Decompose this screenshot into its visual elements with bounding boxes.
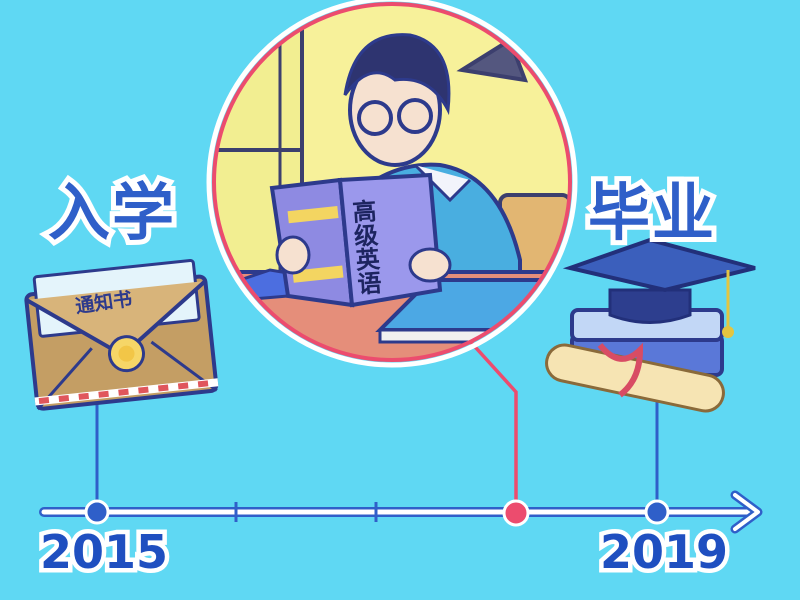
timeline bbox=[39, 336, 763, 534]
start-label: 入学 bbox=[43, 171, 179, 254]
end-year: 2019 bbox=[595, 521, 732, 584]
end-label: 毕业 bbox=[583, 171, 719, 254]
timeline-dot-start bbox=[84, 499, 110, 525]
graduation-icon bbox=[545, 237, 756, 413]
timeline-dot-current bbox=[502, 499, 530, 527]
envelope-icon bbox=[24, 258, 219, 411]
start-year: 2015 bbox=[35, 521, 172, 584]
book-title: 高级英语 bbox=[351, 197, 383, 299]
timeline-dot-end bbox=[644, 499, 670, 525]
study-scene bbox=[214, 4, 570, 360]
